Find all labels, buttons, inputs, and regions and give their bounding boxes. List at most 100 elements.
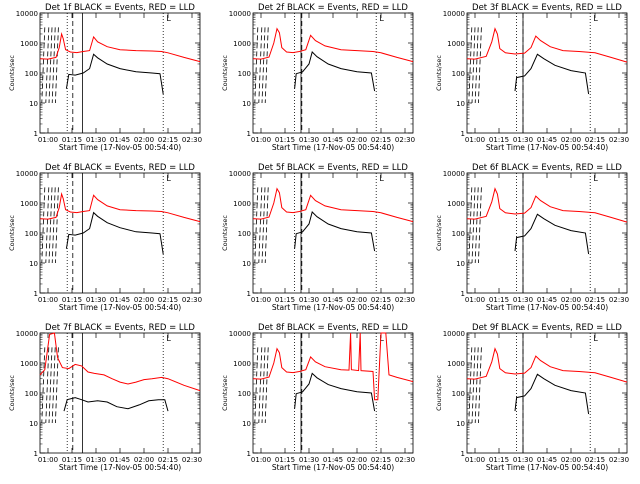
series-events (514, 373, 590, 415)
x-tick-label: 01:30 (513, 296, 533, 304)
x-tick-label: 02:30 (395, 136, 415, 144)
x-tick-label: 01:15 (62, 296, 82, 304)
y-tick-label: 1000 (20, 200, 38, 208)
plot-frame (39, 12, 201, 134)
series-events (294, 51, 376, 92)
x-tick-label: 02:15 (585, 136, 605, 144)
saa-marker (254, 347, 259, 424)
y-tick-label: 1000 (233, 200, 251, 208)
y-tick-label: 100 (452, 230, 465, 238)
x-tick-label: 01:45 (537, 296, 557, 304)
y-tick-label: 10 (29, 100, 38, 108)
series-lld (466, 187, 628, 223)
corner-label: L (166, 14, 171, 23)
plot-frame (39, 172, 201, 294)
x-tick-label: 01:30 (299, 456, 319, 464)
saa-marker (474, 27, 479, 104)
x-axis-label: Start Time (17-Nov-05 00:54:40) (59, 463, 181, 472)
saa-marker (51, 347, 56, 424)
panel-title: Det 3f BLACK = Events, RED = LLD (472, 3, 622, 13)
series-lld (252, 332, 414, 401)
y-tick-label: 10 (29, 260, 38, 268)
y-tick-label: 1000 (20, 360, 38, 368)
series-lld (39, 332, 201, 392)
series-events (63, 397, 169, 412)
plot-frame (39, 332, 201, 454)
panel-det-1: Det 1f BLACK = Events, RED = LLD 1 10 100 10… (8, 3, 202, 152)
saa-marker (474, 187, 479, 264)
x-tick-label: 01:15 (489, 136, 509, 144)
y-tick-label: 10000 (16, 330, 38, 338)
x-axis-label: Start Time (17-Nov-05 00:54:40) (486, 143, 608, 152)
y-tick-label: 10 (242, 260, 251, 268)
series-events (294, 211, 376, 252)
panel-det-8: Det 8f BLACK = Events, RED = LLD 1 10 100 10… (221, 323, 415, 472)
series-events (294, 372, 376, 412)
x-tick-label: 02:00 (347, 296, 367, 304)
x-tick-label: 01:00 (251, 296, 271, 304)
saa-marker (48, 27, 53, 104)
saa-marker (48, 347, 53, 424)
x-tick-label: 01:45 (110, 136, 130, 144)
y-tick-label: 1000 (20, 40, 38, 48)
plot-frame (466, 12, 628, 134)
x-tick-label: 02:30 (182, 136, 202, 144)
saa-marker (468, 347, 473, 424)
y-tick-label: 10000 (229, 330, 251, 338)
y-axis-label: Counts/sec (8, 55, 16, 91)
x-axis-label: Start Time (17-Nov-05 00:54:40) (272, 303, 394, 312)
x-tick-label: 02:30 (182, 456, 202, 464)
saa-marker (48, 187, 53, 264)
saa-marker (41, 347, 46, 424)
saa-marker (51, 27, 56, 104)
saa-marker (264, 27, 269, 104)
y-axis-label: Counts/sec (8, 215, 16, 251)
panel-det-5: Det 5f BLACK = Events, RED = LLD 1 10 100 10… (221, 163, 415, 312)
x-tick-label: 01:15 (275, 136, 295, 144)
x-tick-label: 02:00 (134, 296, 154, 304)
x-tick-label: 01:45 (110, 456, 130, 464)
x-tick-label: 02:15 (371, 136, 391, 144)
corner-label: L (166, 174, 171, 183)
saa-marker (258, 27, 263, 104)
x-tick-label: 01:30 (86, 136, 106, 144)
y-tick-label: 1 (247, 450, 251, 458)
x-tick-label: 02:00 (561, 456, 581, 464)
x-axis-label: Start Time (17-Nov-05 00:54:40) (486, 303, 608, 312)
x-tick-label: 02:00 (347, 456, 367, 464)
x-tick-label: 01:45 (537, 136, 557, 144)
saa-marker (55, 187, 59, 264)
x-tick-label: 02:30 (609, 456, 629, 464)
x-tick-label: 02:15 (371, 296, 391, 304)
y-tick-label: 1000 (233, 40, 251, 48)
saa-marker (468, 27, 473, 104)
y-tick-label: 1 (34, 130, 38, 138)
saa-marker (478, 347, 482, 424)
x-tick-label: 02:00 (561, 296, 581, 304)
corner-label: L (593, 14, 598, 23)
y-tick-label: 100 (452, 390, 465, 398)
y-tick-label: 100 (238, 70, 251, 78)
saa-marker (258, 187, 263, 264)
y-tick-label: 1 (34, 450, 38, 458)
x-tick-label: 02:15 (371, 456, 391, 464)
series-events (514, 53, 590, 95)
x-tick-label: 02:30 (609, 136, 629, 144)
saa-marker (471, 187, 476, 264)
x-tick-label: 02:30 (395, 456, 415, 464)
series-lld (466, 347, 628, 383)
y-axis-label: Counts/sec (435, 55, 443, 91)
x-tick-label: 01:00 (465, 136, 485, 144)
x-tick-label: 02:15 (585, 456, 605, 464)
y-tick-label: 10 (456, 420, 465, 428)
saa-marker (41, 27, 46, 104)
x-tick-label: 01:15 (62, 456, 82, 464)
panel-det-2: Det 2f BLACK = Events, RED = LLD 1 10 100 10… (221, 3, 415, 152)
x-tick-label: 01:00 (251, 456, 271, 464)
panel-det-9: Det 9f BLACK = Events, RED = LLD 1 10 100 10… (435, 323, 629, 472)
saa-marker (254, 27, 259, 104)
y-tick-label: 1 (247, 290, 251, 298)
panel-title: Det 7f BLACK = Events, RED = LLD (45, 323, 195, 333)
